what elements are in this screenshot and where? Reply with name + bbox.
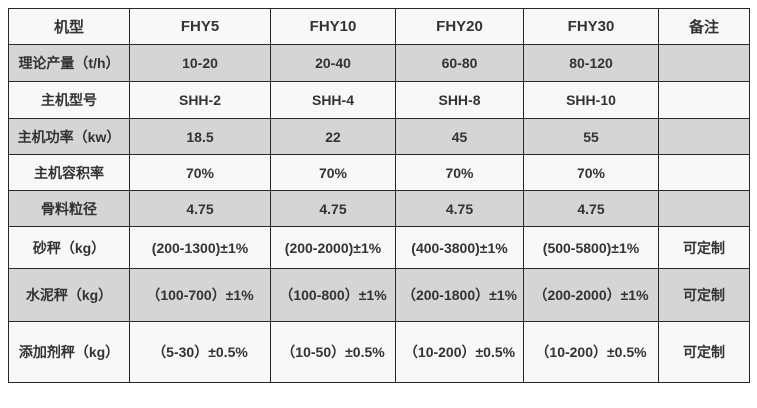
row-label: 主机功率（kw） [8, 118, 130, 155]
data-cell: 4.75 [270, 190, 396, 227]
note-cell [658, 44, 750, 82]
data-cell: 60-80 [395, 44, 524, 82]
data-cell: 18.5 [129, 118, 271, 155]
row-label: 理论产量（t/h） [8, 44, 130, 82]
data-cell: SHH-2 [129, 81, 271, 119]
note-cell [658, 154, 750, 191]
data-cell: 70% [395, 154, 524, 191]
header-cell-model: 机型 [8, 8, 130, 45]
header-cell-fhy10: FHY10 [270, 8, 396, 45]
data-cell: 70% [523, 154, 659, 191]
data-cell: SHH-8 [395, 81, 524, 119]
data-cell: （10-50）±0.5% [270, 321, 396, 383]
data-cell: SHH-10 [523, 81, 659, 119]
header-cell-fhy20: FHY20 [395, 8, 524, 45]
data-cell: 55 [523, 118, 659, 155]
note-cell [658, 190, 750, 227]
table-row-sand-scale: 砂秤（kg） (200-1300)±1% (200-2000)±1% (400-… [8, 226, 750, 269]
data-cell: 4.75 [523, 190, 659, 227]
data-cell: 10-20 [129, 44, 271, 82]
table-row-additive-scale: 添加剂秤（kg） （5-30）±0.5% （10-50）±0.5% （10-20… [8, 321, 750, 383]
data-cell: 80-120 [523, 44, 659, 82]
data-cell: （10-200）±0.5% [395, 321, 524, 383]
table-row-host-model: 主机型号 SHH-2 SHH-4 SHH-8 SHH-10 [8, 81, 750, 119]
data-cell: 70% [129, 154, 271, 191]
data-cell: (200-2000)±1% [270, 226, 396, 269]
data-cell: 70% [270, 154, 396, 191]
row-label: 主机容积率 [8, 154, 130, 191]
data-cell: 4.75 [395, 190, 524, 227]
data-cell: SHH-4 [270, 81, 396, 119]
data-cell: 45 [395, 118, 524, 155]
data-cell: 20-40 [270, 44, 396, 82]
data-cell: (400-3800)±1% [395, 226, 524, 269]
header-cell-fhy5: FHY5 [129, 8, 271, 45]
note-cell [658, 118, 750, 155]
header-cell-notes: 备注 [658, 8, 750, 45]
table-row-cement-scale: 水泥秤（kg） （100-700）±1% （100-800）±1% （200-1… [8, 268, 750, 322]
data-cell: （200-1800）±1% [395, 268, 524, 322]
data-cell: （200-2000）±1% [523, 268, 659, 322]
row-label: 骨料粒径 [8, 190, 130, 227]
spec-table: 机型 FHY5 FHY10 FHY20 FHY30 备注 理论产量（t/h） 1… [8, 8, 750, 383]
data-cell: 4.75 [129, 190, 271, 227]
data-cell: （100-700）±1% [129, 268, 271, 322]
data-cell: （5-30）±0.5% [129, 321, 271, 383]
data-cell: (500-5800)±1% [523, 226, 659, 269]
header-row: 机型 FHY5 FHY10 FHY20 FHY30 备注 [8, 8, 750, 45]
row-label: 主机型号 [8, 81, 130, 119]
table-row-host-power: 主机功率（kw） 18.5 22 45 55 [8, 118, 750, 155]
data-cell: (200-1300)±1% [129, 226, 271, 269]
row-label: 水泥秤（kg） [8, 268, 130, 322]
note-cell [658, 81, 750, 119]
data-cell: 22 [270, 118, 396, 155]
note-cell: 可定制 [658, 268, 750, 322]
table-row-throughput: 理论产量（t/h） 10-20 20-40 60-80 80-120 [8, 44, 750, 82]
row-label: 砂秤（kg） [8, 226, 130, 269]
data-cell: （10-200）±0.5% [523, 321, 659, 383]
header-cell-fhy30: FHY30 [523, 8, 659, 45]
table-row-volume-ratio: 主机容积率 70% 70% 70% 70% [8, 154, 750, 191]
table-row-aggregate-size: 骨料粒径 4.75 4.75 4.75 4.75 [8, 190, 750, 227]
row-label: 添加剂秤（kg） [8, 321, 130, 383]
note-cell: 可定制 [658, 226, 750, 269]
data-cell: （100-800）±1% [270, 268, 396, 322]
note-cell: 可定制 [658, 321, 750, 383]
